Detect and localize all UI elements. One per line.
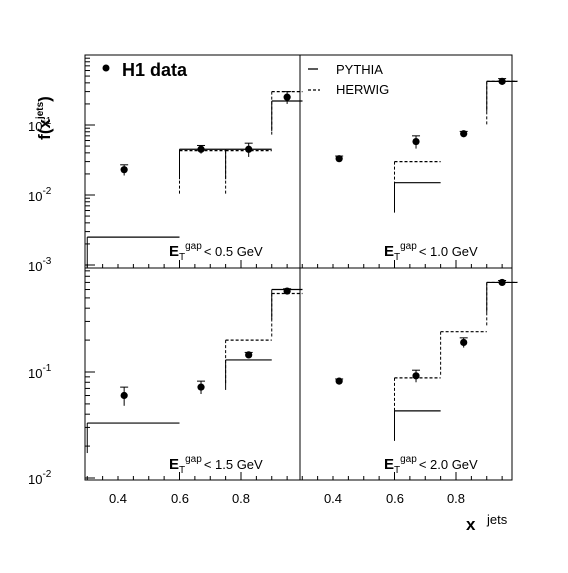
x-tick-label-right-1: 0.6 (386, 491, 404, 506)
legend: H1 data PYTHIA HERWIG (102, 60, 389, 97)
data-point-0-3 (283, 93, 291, 101)
x-axis-title-sup: jets (486, 512, 508, 527)
y-axis-title: f(xjets) (35, 96, 54, 140)
y-tick-label-top-1: 10-2 (28, 186, 52, 204)
x-ticks-left: 0.4 0.6 0.8 (109, 491, 250, 506)
panel-annotations: ETgap < 0.5 GeV ETgap < 1.0 GeV ETgap < 1.5… (169, 241, 478, 476)
data-point-1-0 (335, 155, 343, 163)
y-ticks-bottom: 10-1 10-2 (28, 363, 52, 487)
y-tick-label-top-0: 10-1 (28, 116, 52, 134)
panel-2-frame (84, 267, 301, 481)
data-point-0-1 (197, 145, 205, 153)
y-tick-label-bottom-1: 10-2 (28, 469, 52, 487)
legend-pythia-label: PYTHIA (336, 62, 383, 77)
panel-2 (84, 267, 303, 481)
panel-1-cut-label: ETgap < 1.0 GeV (384, 241, 478, 263)
data-point-2-1 (197, 383, 205, 391)
data-point-3-3 (498, 278, 506, 287)
x-tick-label-right-2: 0.8 (447, 491, 465, 506)
chart-panels (84, 54, 518, 481)
data-point-0-2 (245, 145, 253, 153)
x-ticks-right: 0.4 0.6 0.8 (324, 491, 465, 506)
data-point-1-3 (498, 77, 506, 85)
x-tick-label-left-0: 0.4 (109, 491, 127, 506)
data-point-2-3 (283, 287, 291, 295)
legend-herwig-label: HERWIG (336, 82, 389, 97)
data-point-3-2 (460, 338, 468, 347)
data-point-1-1 (412, 137, 420, 146)
x-axis-title: x jets (466, 512, 508, 534)
panel-2-cut-label: ETgap < 1.5 GeV (169, 454, 263, 476)
panel-3 (299, 267, 518, 481)
y-axis-title-main: f(x (35, 119, 54, 140)
y-tick-label-bottom-0: 10-1 (28, 363, 52, 381)
panel-0-frame (84, 54, 301, 269)
panel-1 (299, 54, 518, 269)
panel-0-cut-label: ETgap < 0.5 GeV (169, 241, 263, 263)
data-point-3-0 (335, 377, 343, 385)
data-point-2-2 (245, 351, 253, 359)
legend-data-label: H1 data (122, 60, 188, 80)
data-point-2-0 (120, 391, 128, 400)
data-point-0-0 (120, 166, 128, 174)
panel-3-cut-label: ETgap < 2.0 GeV (384, 454, 478, 476)
x-tick-label-left-1: 0.6 (171, 491, 189, 506)
panel-3-frame (299, 267, 513, 481)
data-point-1-2 (460, 130, 468, 138)
legend-data-marker (102, 64, 110, 72)
panel-0 (84, 54, 303, 269)
y-tick-label-top-2: 10-3 (28, 256, 52, 274)
svg-text:f(xjets): f(xjets) (35, 96, 54, 140)
data-point-3-1 (412, 372, 420, 380)
y-axis-title-close: ) (35, 96, 54, 102)
x-axis-title-main: x (466, 515, 476, 534)
x-tick-label-left-2: 0.8 (232, 491, 250, 506)
x-tick-label-right-0: 0.4 (324, 491, 342, 506)
y-ticks-top: 10-1 10-2 10-3 (28, 116, 52, 274)
y-axis-title-sup: jets (35, 101, 46, 120)
